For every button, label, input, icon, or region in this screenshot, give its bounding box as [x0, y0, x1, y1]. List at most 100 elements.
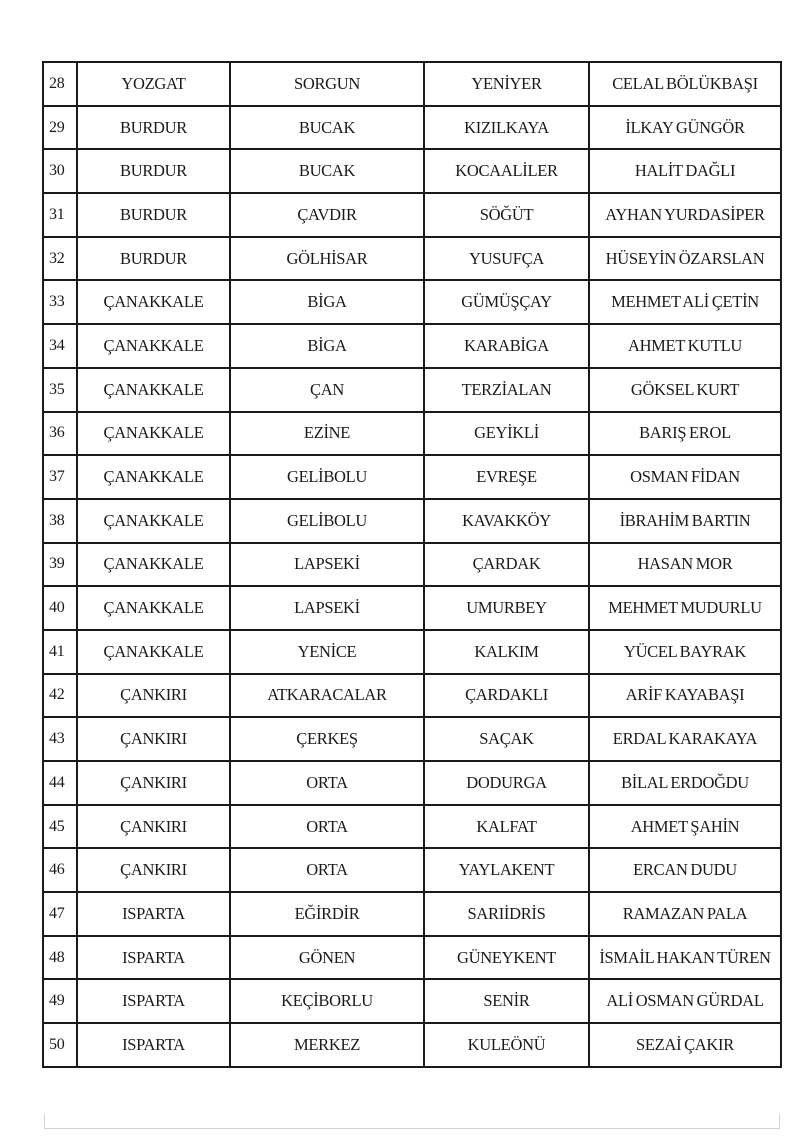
province-cell: ÇANKIRI	[76, 760, 231, 806]
province-cell: ÇANAKKALE	[76, 628, 231, 675]
person-name-cell: ERDAL KARAKAYA	[588, 716, 782, 762]
row-number-cell: 50	[42, 1022, 78, 1068]
person-name-cell: BARIŞ EROL	[588, 410, 782, 457]
province-cell: ÇANAKKALE	[76, 410, 231, 457]
person-name-cell: MEHMET ALİ ÇETİN	[588, 279, 782, 326]
row-number-cell: 38	[42, 497, 78, 544]
person-name-cell: İLKAY GÜNGÖR	[588, 104, 782, 151]
row-number-cell: 29	[42, 104, 78, 151]
table-row: 39 ÇANAKKALE LAPSEKİ ÇARDAK HASAN MOR	[42, 541, 782, 588]
person-name-cell: YÜCEL BAYRAK	[588, 628, 782, 675]
table-row: 46 ÇANKIRI ORTA YAYLAKENT ERCAN DUDU	[42, 847, 782, 894]
district-cell: BUCAK	[229, 104, 425, 151]
village-cell: SENİR	[423, 978, 590, 1025]
row-number-cell: 37	[42, 454, 78, 500]
row-number-cell: 31	[42, 192, 78, 238]
table-row: 36 ÇANAKKALE EZİNE GEYİKLİ BARIŞ EROL	[42, 410, 782, 457]
row-number-cell: 32	[42, 235, 78, 282]
row-number-cell: 49	[42, 978, 78, 1025]
village-cell: ÇARDAKLI	[423, 672, 590, 719]
province-cell: ÇANAKKALE	[76, 366, 231, 413]
district-cell: GÖLHİSAR	[229, 235, 425, 282]
row-number-cell: 46	[42, 847, 78, 894]
table-row: 50 ISPARTA MERKEZ KULEÖNÜ SEZAİ ÇAKIR	[42, 1022, 782, 1068]
village-cell: DODURGA	[423, 760, 590, 806]
row-number-cell: 35	[42, 366, 78, 413]
district-cell: GELİBOLU	[229, 497, 425, 544]
row-number-cell: 30	[42, 148, 78, 195]
person-name-cell: AYHAN YURDASİPER	[588, 192, 782, 238]
province-cell: ÇANAKKALE	[76, 454, 231, 500]
district-cell: BİGA	[229, 279, 425, 326]
row-number-cell: 42	[42, 672, 78, 719]
province-cell: BURDUR	[76, 192, 231, 238]
person-name-cell: İBRAHİM BARTIN	[588, 497, 782, 544]
row-number-cell: 44	[42, 760, 78, 806]
table-row: 31 BURDUR ÇAVDIR SÖĞÜT AYHAN YURDASİPER	[42, 192, 782, 238]
person-name-cell: MEHMET MUDURLU	[588, 585, 782, 631]
village-cell: SÖĞÜT	[423, 192, 590, 238]
table-row: 37 ÇANAKKALE GELİBOLU EVREŞE OSMAN FİDAN	[42, 454, 782, 500]
table-row: 45 ÇANKIRI ORTA KALFAT AHMET ŞAHİN	[42, 803, 782, 850]
village-cell: GEYİKLİ	[423, 410, 590, 457]
person-name-cell: HASAN MOR	[588, 541, 782, 588]
district-cell: ÇAN	[229, 366, 425, 413]
district-cell: ATKARACALAR	[229, 672, 425, 719]
province-cell: BURDUR	[76, 148, 231, 195]
person-name-cell: HÜSEYİN ÖZARSLAN	[588, 235, 782, 282]
table-row: 42 ÇANKIRI ATKARACALAR ÇARDAKLI ARİF KAYABAŞ…	[42, 672, 782, 719]
village-cell: KALFAT	[423, 803, 590, 850]
district-cell: LAPSEKİ	[229, 585, 425, 631]
person-name-cell: AHMET KUTLU	[588, 323, 782, 369]
table-row: 49 ISPARTA KEÇİBORLU SENİR ALİ OSMAN GÜRDAL	[42, 978, 782, 1025]
province-cell: ÇANAKKALE	[76, 585, 231, 631]
row-number-cell: 45	[42, 803, 78, 850]
district-cell: EĞİRDİR	[229, 891, 425, 937]
district-cell: ORTA	[229, 803, 425, 850]
village-cell: TERZİALAN	[423, 366, 590, 413]
row-number-cell: 47	[42, 891, 78, 937]
village-cell: KARABİGA	[423, 323, 590, 369]
table-row: 33 ÇANAKKALE BİGA GÜMÜŞÇAY MEHMET ALİ ÇETİN	[42, 279, 782, 326]
district-cell: BİGA	[229, 323, 425, 369]
person-name-cell: BİLAL ERDOĞDU	[588, 760, 782, 806]
province-cell: ÇANKIRI	[76, 803, 231, 850]
table-row: 47 ISPARTA EĞİRDİR SARIİDRİS RAMAZAN PALA	[42, 891, 782, 937]
person-name-cell: SEZAİ ÇAKIR	[588, 1022, 782, 1068]
district-cell: GELİBOLU	[229, 454, 425, 500]
table-row: 34 ÇANAKKALE BİGA KARABİGA AHMET KUTLU	[42, 323, 782, 369]
district-cell: GÖNEN	[229, 934, 425, 981]
row-number-cell: 33	[42, 279, 78, 326]
person-name-cell: OSMAN FİDAN	[588, 454, 782, 500]
province-cell: ÇANKIRI	[76, 716, 231, 762]
village-cell: GÜNEYKENT	[423, 934, 590, 981]
village-cell: EVREŞE	[423, 454, 590, 500]
district-cell: SORGUN	[229, 61, 425, 107]
province-cell: ÇANAKKALE	[76, 279, 231, 326]
village-cell: KIZILKAYA	[423, 104, 590, 151]
table-row: 41 ÇANAKKALE YENİCE KALKIM YÜCEL BAYRAK	[42, 628, 782, 675]
person-name-cell: ARİF KAYABAŞI	[588, 672, 782, 719]
district-cell: ÇAVDIR	[229, 192, 425, 238]
row-number-cell: 41	[42, 628, 78, 675]
village-cell: KULEÖNÜ	[423, 1022, 590, 1068]
row-number-cell: 34	[42, 323, 78, 369]
village-cell: SARIİDRİS	[423, 891, 590, 937]
row-number-cell: 28	[42, 61, 78, 107]
district-cell: KEÇİBORLU	[229, 978, 425, 1025]
village-cell: KAVAKKÖY	[423, 497, 590, 544]
table-body: 28 YOZGAT SORGUN YENİYER CELAL BÖLÜKBAŞI 29 BU…	[42, 61, 782, 1068]
table-row: 30 BURDUR BUCAK KOCAALİLER HALİT DAĞLI	[42, 148, 782, 195]
village-cell: YAYLAKENT	[423, 847, 590, 894]
district-cell: MERKEZ	[229, 1022, 425, 1068]
person-name-cell: RAMAZAN PALA	[588, 891, 782, 937]
district-cell: ÇERKEŞ	[229, 716, 425, 762]
row-number-cell: 43	[42, 716, 78, 762]
person-name-cell: ALİ OSMAN GÜRDAL	[588, 978, 782, 1025]
table-row: 28 YOZGAT SORGUN YENİYER CELAL BÖLÜKBAŞI	[42, 61, 782, 107]
village-cell: UMURBEY	[423, 585, 590, 631]
table-row: 38 ÇANAKKALE GELİBOLU KAVAKKÖY İBRAHİM BARTI…	[42, 497, 782, 544]
person-name-cell: CELAL BÖLÜKBAŞI	[588, 61, 782, 107]
person-name-cell: ERCAN DUDU	[588, 847, 782, 894]
district-cell: BUCAK	[229, 148, 425, 195]
